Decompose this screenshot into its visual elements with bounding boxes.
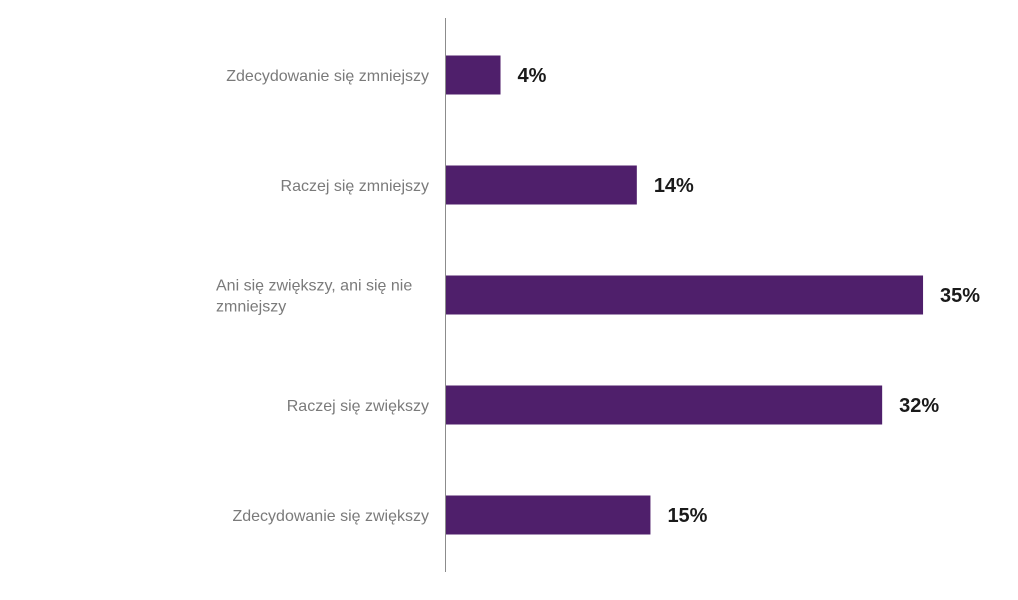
category-label-2: Raczej się zmniejszy: [281, 178, 429, 195]
value-label-4: 32%: [899, 395, 939, 417]
bar-4: [446, 385, 883, 425]
bar-1: [446, 55, 501, 95]
category-label-line: Ani się zwiększy, ani się nie: [216, 278, 412, 295]
value-label-3: 35%: [940, 285, 980, 307]
category-label-5: Zdecydowanie się zwiększy: [232, 508, 429, 525]
value-label-1: 4%: [518, 65, 547, 87]
value-labels: 4% 14% 35% 32% 15%: [518, 65, 981, 527]
bar-3: [446, 275, 924, 315]
category-label-1: Zdecydowanie się zmniejszy: [226, 68, 429, 85]
value-label-5: 15%: [667, 505, 707, 527]
value-label-2: 14%: [654, 175, 694, 197]
category-labels: Zdecydowanie się zmniejszy Raczej się zmn…: [216, 68, 429, 525]
bars-group: [446, 55, 924, 535]
bar-5: [446, 495, 651, 535]
category-label-4: Raczej się zwiększy: [287, 398, 429, 415]
category-label-3: Ani się zwiększy, ani się nie zmniejszy: [216, 278, 412, 316]
category-label-line: zmniejszy: [216, 299, 286, 316]
bar-2: [446, 165, 637, 205]
